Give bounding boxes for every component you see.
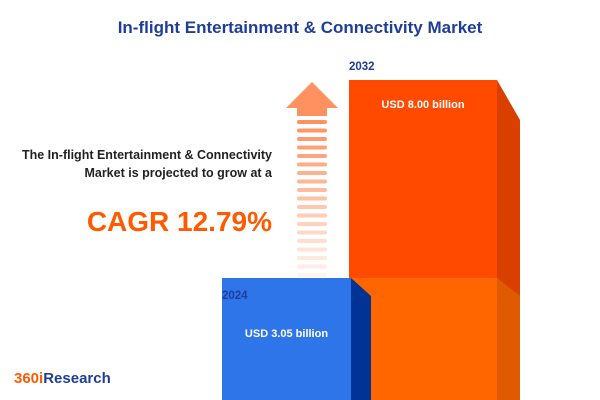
logo-word: Research [43, 370, 111, 387]
bar-2024-side [351, 278, 371, 400]
year-label-2024: 2024 [222, 290, 248, 302]
year-label-2032: 2032 [349, 61, 375, 73]
bar-2032-lower-side [497, 278, 520, 400]
arrow-stripe [297, 171, 327, 175]
bars [222, 80, 520, 400]
arrow-stripe [297, 137, 327, 141]
description: The In-flight Entertainment & Connectivi… [21, 148, 272, 180]
growth-arrow-icon [286, 82, 338, 286]
arrow-stripe [297, 213, 327, 218]
arrow-stripe [297, 179, 327, 184]
value-label-2032: USD 8.00 billion [381, 99, 465, 111]
arrow-stripe [297, 162, 327, 167]
arrow-stripe [297, 273, 327, 277]
cagr-label: CAGR 12.79% [86, 206, 272, 237]
arrow-stripe [297, 230, 327, 235]
value-label-2024: USD 3.05 billion [244, 328, 329, 340]
arrow-stripe [297, 188, 327, 192]
arrow-stripe [297, 154, 327, 158]
arrow-stripe [297, 256, 327, 260]
bar-2024 [222, 278, 351, 400]
arrow-stripe [297, 205, 327, 209]
arrow-stripe [297, 239, 327, 243]
chart-title: In-flight Entertainment & Connectivity M… [117, 18, 483, 37]
logo-number: 360i [14, 370, 44, 387]
arrow-stripe [297, 145, 327, 150]
bar-2032-lower [349, 278, 497, 400]
arrow-stripe [297, 247, 327, 252]
arrow-stripe [297, 120, 327, 124]
arrow-stripe [297, 264, 327, 269]
logo: 360iResearch [14, 370, 111, 387]
arrow-stripe [297, 128, 327, 133]
arrow-stripe [297, 196, 327, 201]
arrow-stripe [297, 222, 327, 226]
